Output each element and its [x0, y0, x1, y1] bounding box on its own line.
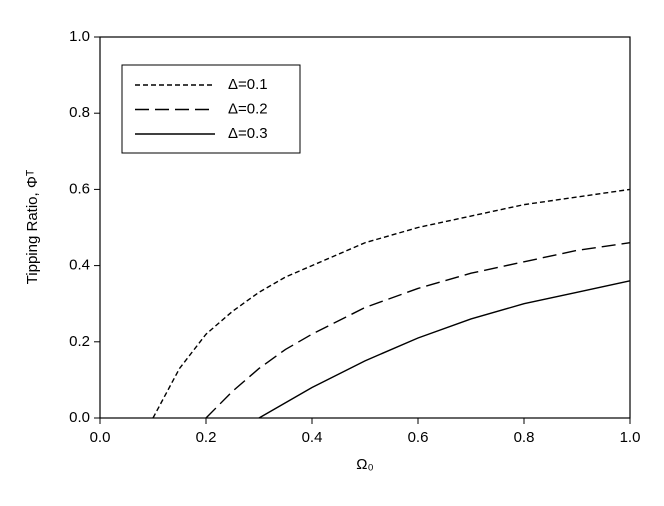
x-tick-label: 0.2	[196, 429, 217, 446]
y-tick-label: 0.4	[69, 257, 90, 274]
x-tick-label: 0.4	[302, 429, 323, 446]
series-line	[152, 188, 631, 419]
legend-label: Δ=0.3	[228, 125, 268, 142]
y-tick-label: 0.8	[69, 104, 90, 121]
plot-frame	[99, 36, 631, 419]
y-tick-label: 0.0	[69, 409, 90, 426]
x-tick-label: 0.6	[408, 429, 429, 446]
y-tick-label: 0.2	[69, 333, 90, 350]
y-tick-label: 0.6	[69, 180, 90, 197]
x-axis-label: Ω₀	[356, 456, 373, 473]
x-tick-label: 0.8	[514, 429, 535, 446]
legend-label: Δ=0.1	[228, 76, 268, 93]
x-tick-label: 0.0	[90, 429, 111, 446]
series-line	[258, 280, 631, 419]
y-tick-label: 1.0	[69, 28, 90, 45]
legend-label: Δ=0.2	[228, 100, 268, 117]
y-axis-label: Tipping Ratio, Φᵀ	[24, 169, 41, 284]
x-tick-label: 1.0	[620, 429, 641, 446]
series-line	[205, 242, 631, 419]
legend-box	[121, 64, 301, 154]
